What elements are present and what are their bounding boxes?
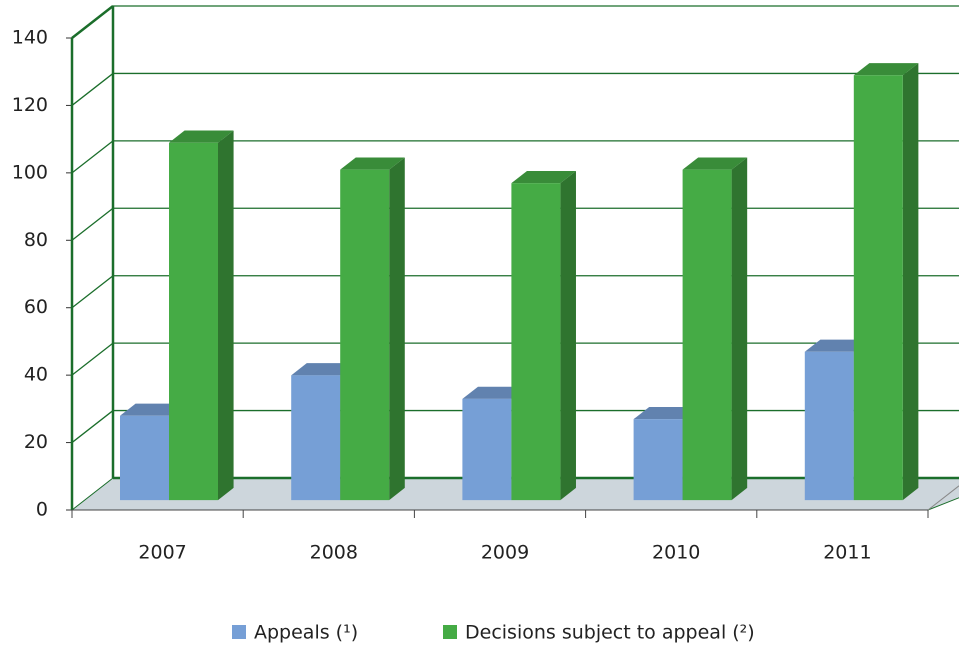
bar-top xyxy=(853,63,919,76)
x-tick-label: 2010 xyxy=(652,542,700,564)
bar-top xyxy=(291,363,356,376)
bar-top xyxy=(804,339,870,352)
bar xyxy=(120,415,169,501)
grid-line xyxy=(71,342,114,376)
bar xyxy=(291,375,341,501)
y-tick-label: 60 xyxy=(24,296,48,318)
bar xyxy=(340,169,390,501)
bar xyxy=(682,169,732,501)
grid-line xyxy=(71,140,114,174)
bar-top xyxy=(633,407,699,420)
x-tick-label: 2008 xyxy=(310,542,358,564)
y-tick-label: 100 xyxy=(12,161,48,183)
grid-line xyxy=(71,410,114,444)
bar-top xyxy=(169,130,234,143)
grid-line xyxy=(71,72,114,106)
x-tick-label: 2007 xyxy=(138,542,186,564)
bar xyxy=(462,398,512,501)
bar-top xyxy=(511,171,576,184)
bar-side xyxy=(389,157,405,501)
bar-side xyxy=(731,157,748,501)
bar-top xyxy=(462,386,527,399)
bar-side xyxy=(902,63,919,501)
bar xyxy=(169,142,218,501)
bar xyxy=(633,419,683,501)
bar-top xyxy=(682,157,748,170)
bar-top xyxy=(120,403,185,416)
bar-side xyxy=(560,171,576,501)
y-tick-label: 120 xyxy=(12,94,48,116)
grid-line xyxy=(71,207,114,241)
bar-top xyxy=(340,157,405,170)
grid-line xyxy=(71,275,114,309)
bar xyxy=(804,351,854,501)
floor-edge xyxy=(927,485,959,511)
y-tick-label: 0 xyxy=(36,499,48,521)
bar-side xyxy=(218,130,234,501)
legend-label: Decisions subject to appeal (²) xyxy=(465,622,755,644)
x-tick-label: 2009 xyxy=(481,542,529,564)
bar xyxy=(511,183,561,501)
y-tick-label: 40 xyxy=(24,364,48,386)
legend-label: Appeals (¹) xyxy=(254,622,358,644)
legend-swatch xyxy=(232,625,246,639)
bar xyxy=(853,75,903,501)
legend-swatch xyxy=(443,625,457,639)
y-tick-label: 140 xyxy=(12,27,48,49)
wall-top-edge xyxy=(71,5,114,39)
y-tick-label: 20 xyxy=(24,431,48,453)
x-tick-label: 2011 xyxy=(823,542,871,564)
y-tick-label: 80 xyxy=(24,229,48,251)
